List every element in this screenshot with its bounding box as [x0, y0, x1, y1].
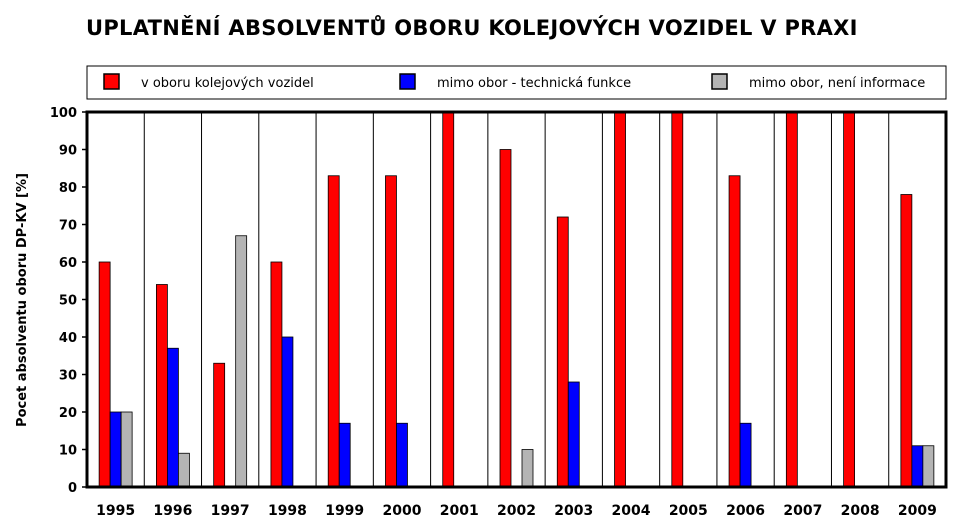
bar-2004-series-1 [614, 111, 626, 488]
x-tick-label: 2002 [497, 503, 536, 519]
bar-2003-series-2 [567, 381, 580, 488]
bar-1995-series-2 [109, 411, 122, 488]
plot-area [85, 110, 948, 489]
x-tick-label: 1997 [211, 503, 250, 519]
x-tick-label: 2004 [612, 503, 651, 519]
y-tick-label: 90 [59, 144, 77, 159]
y-tick-label: 50 [59, 294, 77, 309]
x-tick-label: 2007 [783, 503, 822, 519]
x-tick-label: 2008 [841, 503, 880, 519]
legend-swatch-1 [103, 73, 120, 90]
bar-2009-series-1 [900, 194, 913, 488]
bar-2006-series-2 [739, 422, 752, 488]
y-tick-label: 60 [59, 256, 77, 271]
x-tick-label: 2009 [898, 503, 937, 519]
legend: v oboru kolejových vozidel mimo obor - te… [86, 65, 947, 100]
y-axis-label: Pocet absolventu oboru DP-KV [%] [15, 173, 30, 427]
x-tick-label: 1996 [153, 503, 192, 519]
bar-2000-series-1 [385, 175, 397, 488]
bar-1996-series-1 [155, 284, 168, 488]
bar-1995-series-3 [120, 411, 133, 488]
bar-1999-series-2 [338, 422, 351, 488]
x-tick-label: 1999 [325, 503, 364, 519]
legend-label-1: v oboru kolejových vozidel [141, 76, 314, 91]
legend-swatch-3 [711, 73, 728, 90]
bar-1996-series-2 [166, 347, 179, 488]
x-axis: 1995 1996 1997 1998 1999 2000 2001 2002 2003 2004… [96, 503, 937, 519]
legend-box [86, 65, 947, 100]
bar-2008-series-1 [843, 111, 855, 488]
chart-title: UPLATNĚNÍ ABSOLVENTŮ OBORU KOLEJOVÝCH VO… [86, 16, 858, 40]
y-tick-label: 30 [59, 369, 77, 384]
bar-1998-series-2 [281, 336, 294, 488]
y-tick-label: 0 [68, 481, 77, 496]
bar-2002-series-1 [499, 149, 512, 488]
y-tick-label: 20 [59, 406, 77, 421]
x-tick-label: 2003 [554, 503, 593, 519]
plot-background [87, 112, 946, 487]
bar-1998-series-1 [270, 261, 283, 488]
bar-1997-series-3 [235, 235, 248, 488]
x-tick-label: 1995 [96, 503, 135, 519]
bar-2000-series-2 [396, 422, 408, 488]
bar-1995-series-1 [98, 261, 111, 488]
y-tick-label: 10 [59, 444, 77, 459]
bar-1997-series-1 [213, 362, 226, 488]
y-tick-label: 40 [59, 331, 77, 346]
bar-2005-series-1 [671, 111, 684, 488]
y-tick-label: 100 [50, 106, 77, 121]
x-tick-label: 2001 [440, 503, 479, 519]
legend-swatch-2 [399, 73, 416, 90]
x-tick-label: 2006 [726, 503, 765, 519]
x-tick-label: 2000 [382, 503, 421, 519]
bar-1999-series-1 [327, 175, 340, 488]
y-tick-label: 80 [59, 181, 77, 196]
bar-2002-series-3 [521, 449, 534, 488]
legend-label-2: mimo obor - technická funkce [437, 76, 631, 91]
bar-2003-series-1 [556, 216, 569, 488]
y-tick-label: 70 [59, 219, 77, 234]
x-tick-label: 2005 [669, 503, 708, 519]
legend-label-3: mimo obor, není informace [749, 76, 925, 91]
bar-2007-series-1 [785, 111, 798, 488]
bar-2009-series-2 [911, 445, 924, 488]
y-axis: 0 10 20 30 40 50 60 70 80 90 100 [50, 106, 87, 496]
bar-1996-series-3 [177, 452, 190, 488]
bar-2001-series-1 [442, 111, 455, 488]
bar-2009-series-3 [922, 445, 935, 488]
bar-2006-series-1 [728, 175, 741, 488]
x-tick-label: 1998 [268, 503, 307, 519]
